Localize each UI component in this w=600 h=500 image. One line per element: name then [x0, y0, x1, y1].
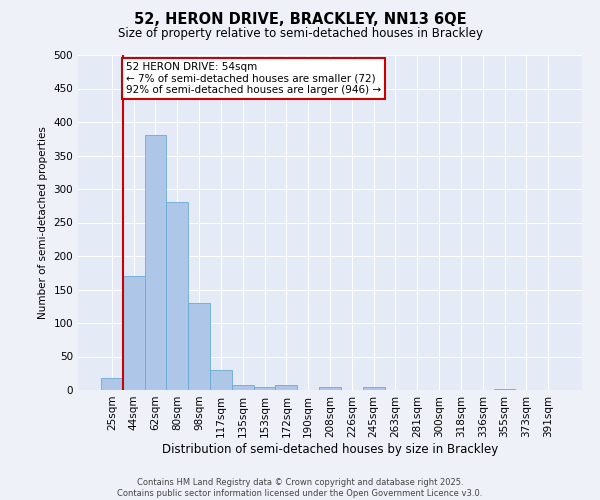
Bar	[166, 202, 188, 390]
Bar	[101, 378, 123, 390]
Y-axis label: Number of semi-detached properties: Number of semi-detached properties	[38, 126, 48, 319]
Bar	[319, 386, 341, 390]
Text: 52 HERON DRIVE: 54sqm
← 7% of semi-detached houses are smaller (72)
92% of semi-: 52 HERON DRIVE: 54sqm ← 7% of semi-detac…	[126, 62, 381, 95]
Text: Contains HM Land Registry data © Crown copyright and database right 2025.
Contai: Contains HM Land Registry data © Crown c…	[118, 478, 482, 498]
Text: Size of property relative to semi-detached houses in Brackley: Size of property relative to semi-detach…	[118, 28, 482, 40]
Bar	[232, 384, 254, 390]
Text: 52, HERON DRIVE, BRACKLEY, NN13 6QE: 52, HERON DRIVE, BRACKLEY, NN13 6QE	[134, 12, 466, 28]
Bar	[254, 386, 275, 390]
Bar	[275, 386, 297, 390]
Bar	[494, 388, 515, 390]
Bar	[145, 136, 166, 390]
Bar	[188, 303, 210, 390]
X-axis label: Distribution of semi-detached houses by size in Brackley: Distribution of semi-detached houses by …	[162, 442, 498, 456]
Bar	[210, 370, 232, 390]
Bar	[123, 276, 145, 390]
Bar	[363, 388, 385, 390]
